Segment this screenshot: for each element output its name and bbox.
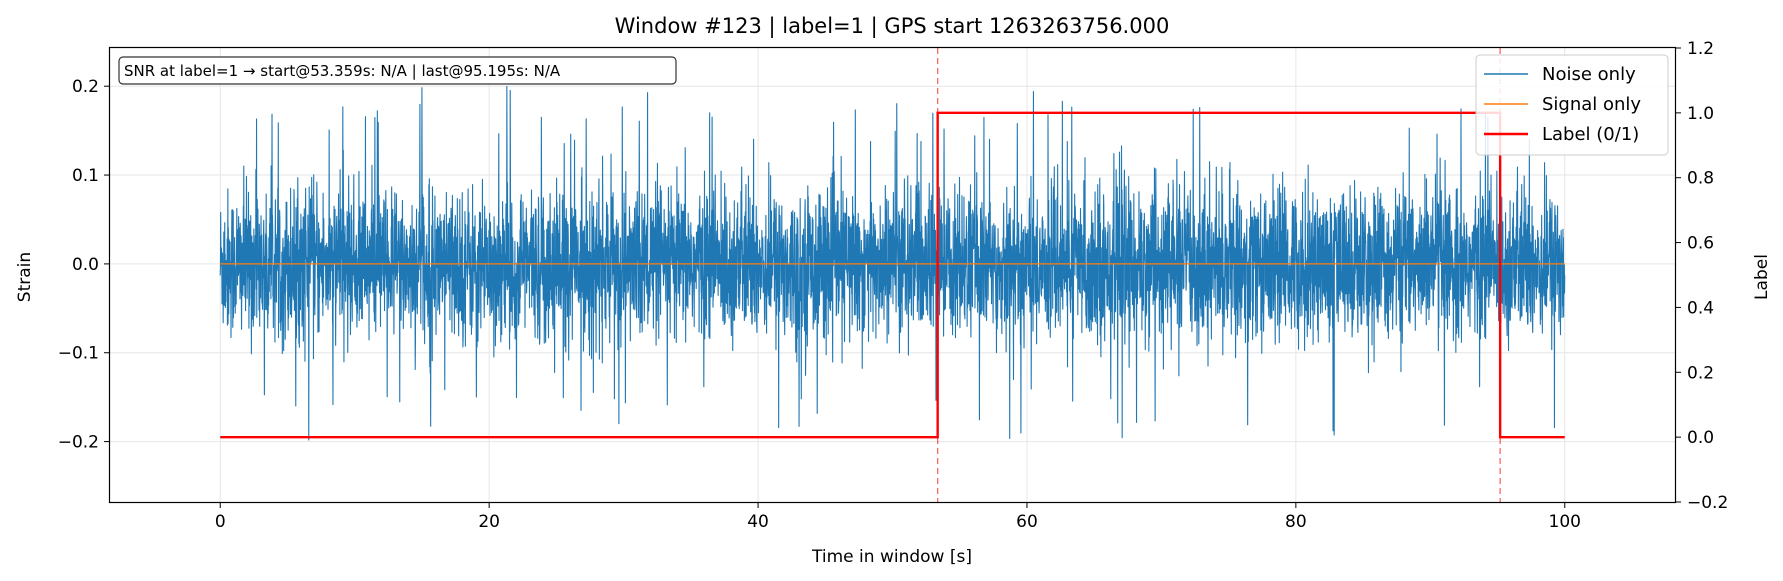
y-left-tick-label: 0.1: [72, 166, 99, 186]
y-left-tick-label: −0.1: [58, 344, 99, 364]
y-axis-left: −0.2 −0.1 0.0 0.1 0.2: [58, 77, 110, 453]
x-tick-label: 100: [1549, 512, 1581, 532]
annotation-box: SNR at label=1 → start@53.359s: N/A | la…: [118, 56, 677, 85]
y-right-tick-label: 0.2: [1687, 363, 1714, 383]
y-left-tick-label: 0.2: [72, 77, 99, 97]
noise-only-line: [219, 85, 1566, 441]
x-tick-label: 60: [1016, 512, 1038, 532]
x-tick-label: 80: [1285, 512, 1307, 532]
plot-frame: [108, 46, 1677, 504]
y-right-tick-label: 0.6: [1687, 234, 1714, 254]
y-right-tick-label: 0.8: [1687, 169, 1714, 189]
y-right-tick-label: 1.0: [1687, 104, 1714, 124]
legend-label-signal-only: Signal only: [1542, 94, 1641, 115]
label-step-line: [220, 111, 1565, 439]
legend-label-noise-only: Noise only: [1542, 64, 1636, 85]
y-right-tick-label: 0.0: [1687, 428, 1714, 448]
x-axis: 0 20 40 60 80 100: [215, 502, 1581, 532]
x-tick-label: 40: [747, 512, 769, 532]
chart-title: Window #123 | label=1 | GPS start 126326…: [615, 14, 1170, 39]
x-tick-label: 0: [215, 512, 226, 532]
y-left-tick-label: −0.2: [58, 433, 99, 453]
annotation-text: SNR at label=1 → start@53.359s: N/A | la…: [124, 62, 561, 80]
y-right-tick-label: −0.2: [1687, 493, 1728, 513]
y-axis-left-label: Strain: [15, 252, 35, 302]
y-right-tick-label: 0.4: [1687, 298, 1714, 318]
y-left-tick-label: 0.0: [72, 255, 99, 275]
legend: Noise only Signal only Label (0/1): [1475, 54, 1669, 156]
noise-only-series: [219, 85, 1566, 441]
x-axis-label: Time in window [s]: [811, 547, 972, 567]
y-axis-right: −0.2 0.0 0.2 0.4 0.6 0.8 1.0 1.2: [1675, 39, 1728, 513]
y-axis-right-label: Label: [1752, 254, 1772, 300]
x-tick-label: 20: [478, 512, 500, 532]
label-series: [220, 111, 1565, 439]
y-right-tick-label: 1.2: [1687, 39, 1714, 59]
legend-label-label: Label (0/1): [1542, 124, 1639, 145]
